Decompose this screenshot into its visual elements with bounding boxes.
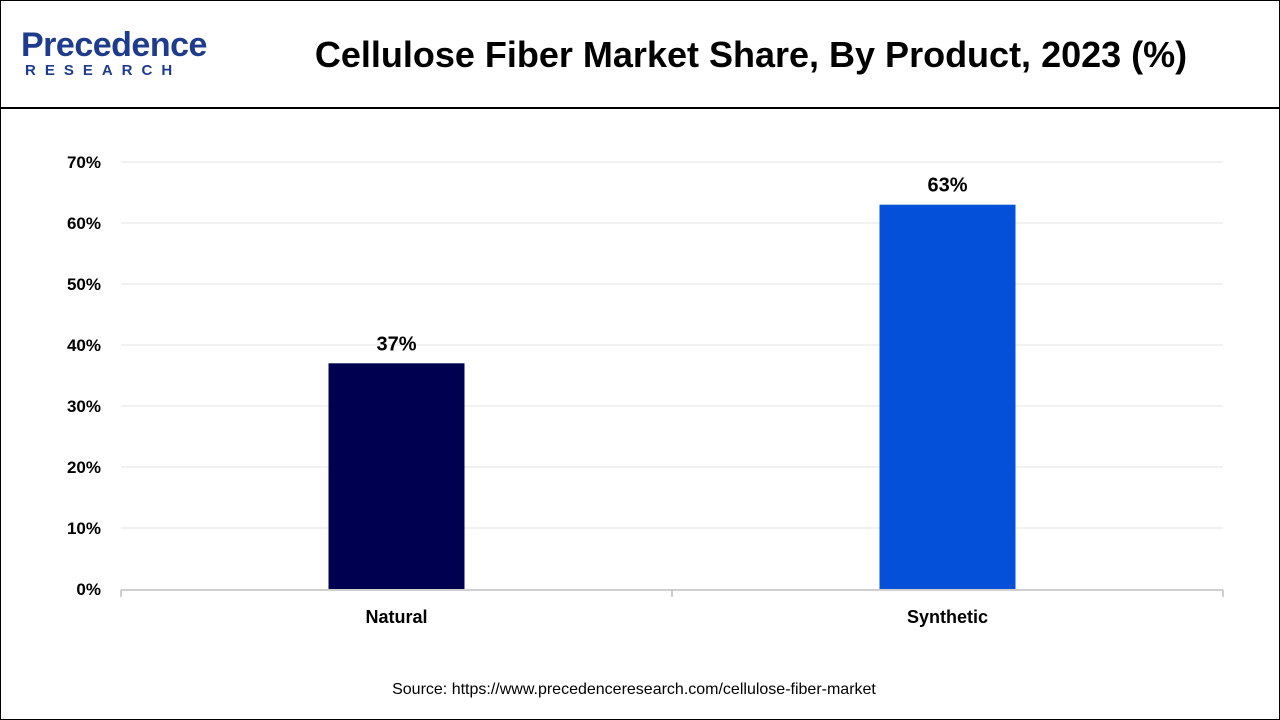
x-tick-label: Natural [365,607,427,627]
y-tick-label: 70% [67,153,101,172]
bar-chart: 0% 10% 20% 30% 40% 50% 60% 70% 37% 63% Natural Sy… [67,153,1224,627]
source-note: Source: https://www.precedenceresearch.c… [392,681,876,698]
data-label: 63% [927,175,967,197]
y-tick-label: 40% [67,336,101,355]
precedence-research-logo: Precedence RESEARCH [21,27,221,83]
logo-subline: RESEARCH [25,62,182,79]
y-tick-label: 50% [67,275,101,294]
logo-wordmark: Precedence [21,26,207,64]
x-tick-label: Synthetic [907,607,988,627]
gridlines [121,161,1223,529]
y-tick-label: 30% [67,397,101,416]
y-tick-label: 0% [76,580,101,599]
y-tick-label: 10% [67,519,101,538]
y-axis: 0% 10% 20% 30% 40% 50% 60% 70% [67,153,101,599]
data-labels: 37% 63% [376,175,967,356]
bar-synthetic [879,204,1016,589]
bar-natural [328,363,465,589]
x-axis: Natural Synthetic [120,589,1224,627]
header: Precedence RESEARCH Cellulose Fiber Mark… [1,1,1279,109]
chart-title: Cellulose Fiber Market Share, By Product… [314,34,1188,75]
y-tick-label: 20% [67,458,101,477]
data-label: 37% [376,333,416,355]
y-tick-label: 60% [67,214,101,233]
bars [328,204,1016,589]
